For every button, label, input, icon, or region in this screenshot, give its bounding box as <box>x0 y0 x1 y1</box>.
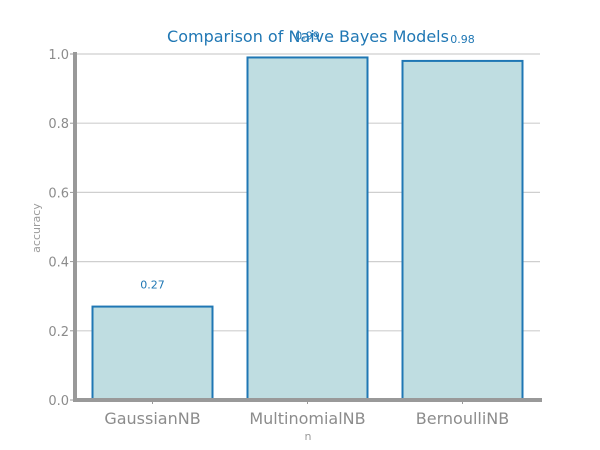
x-tick-label: GaussianNB <box>104 409 200 428</box>
axes-layer <box>70 52 542 404</box>
y-tick-label: 0.0 <box>48 394 69 409</box>
y-tick-label: 0.6 <box>48 186 69 201</box>
y-tick-label: 0.4 <box>48 256 69 271</box>
y-tick-label: 0.2 <box>48 325 69 340</box>
data-label-multinomialnb: 0.99 <box>295 29 320 42</box>
data-label-gaussiannb: 0.27 <box>140 279 165 292</box>
x-tick-label: BernoulliNB <box>416 409 509 428</box>
bars-layer <box>91 56 524 402</box>
labels-layer: 0.0 0.2 0.4 0.6 0.8 1.0 0.27 GaussianNB 0.99 Mult… <box>48 29 509 428</box>
chart-title: Comparison of Naive Bayes Models <box>167 27 449 46</box>
x-tick-label: MultinomialNB <box>249 409 365 428</box>
x-axis-label: n <box>305 430 312 443</box>
y-axis-label: accuracy <box>30 203 43 253</box>
bar-bernoullinb <box>401 59 524 401</box>
y-tick-label: 1.0 <box>48 48 69 63</box>
y-tick-label: 0.8 <box>48 117 69 132</box>
data-label-bernoullinb: 0.98 <box>450 33 475 46</box>
bar-multinomialnb <box>246 56 369 402</box>
bar-gaussiannb <box>91 305 214 401</box>
